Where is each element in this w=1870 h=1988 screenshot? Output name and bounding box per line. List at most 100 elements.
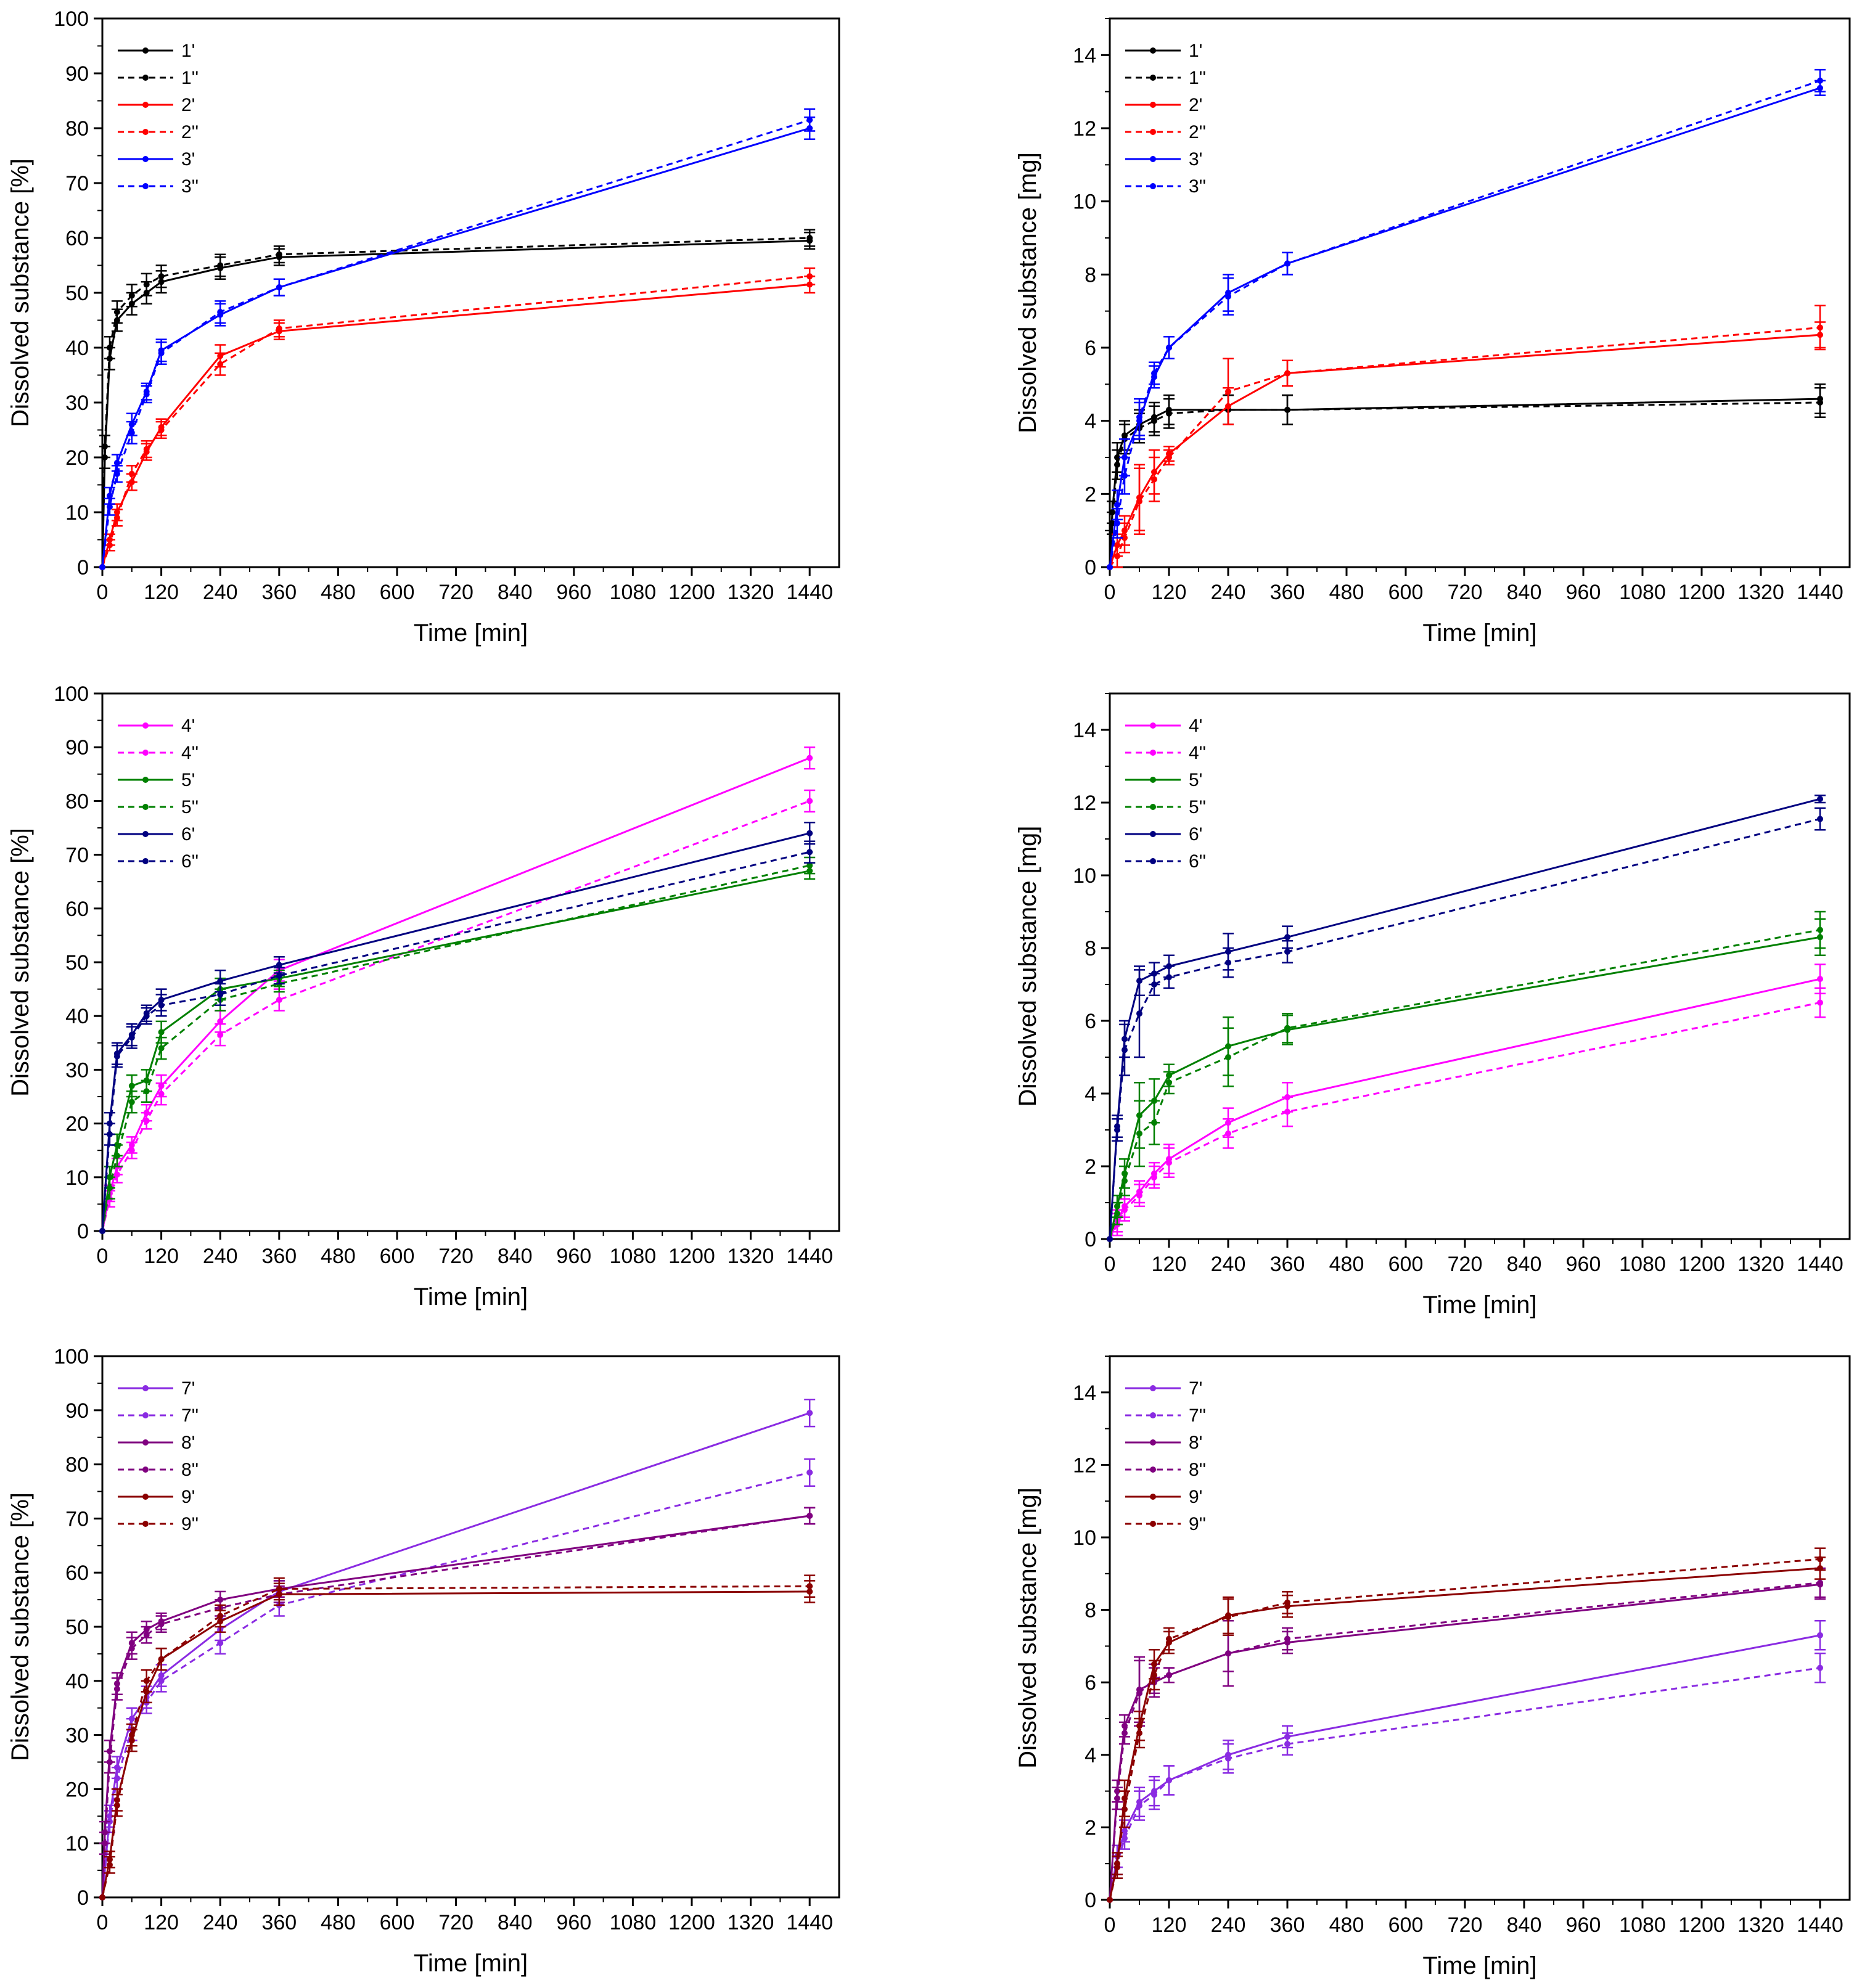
data-point — [128, 1147, 135, 1154]
series-1 — [99, 231, 816, 570]
legend-label: 1' — [1189, 41, 1202, 61]
data-point — [217, 1018, 224, 1025]
legend: 4' 4'' 5' 5'' 6' 6'' — [118, 716, 199, 872]
data-point — [106, 1185, 113, 1192]
x-axis-title: Time [min] — [1422, 1952, 1536, 1979]
data-point — [1166, 1777, 1172, 1783]
y-tick-label: 90 — [65, 736, 89, 759]
x-tick-label: 1320 — [728, 1911, 774, 1934]
y-tick-label: 2 — [1085, 1816, 1096, 1839]
data-point — [158, 1029, 165, 1036]
data-point — [1136, 1130, 1142, 1137]
y-tick-label: 8 — [1085, 937, 1096, 960]
legend-marker — [142, 722, 149, 729]
data-point — [1284, 1635, 1290, 1642]
series-1 — [99, 746, 816, 1234]
y-tick-label: 70 — [65, 172, 89, 195]
data-point — [1225, 1755, 1231, 1762]
y-tick-label: 6 — [1085, 1671, 1096, 1695]
y-tick-label: 20 — [65, 1778, 89, 1801]
data-point — [217, 262, 224, 269]
data-point — [1122, 1206, 1128, 1213]
data-point — [1166, 454, 1172, 460]
series-1 — [1107, 1619, 1826, 1903]
legend-label: 9' — [181, 1487, 195, 1507]
data-point — [1166, 1672, 1172, 1679]
data-point — [1114, 553, 1120, 560]
y-tick-label: 40 — [65, 1670, 89, 1693]
data-point — [217, 1613, 224, 1619]
legend-marker — [142, 75, 149, 81]
y-tick-label: 2 — [1085, 1155, 1096, 1179]
data-point — [1817, 1632, 1823, 1638]
x-tick-label: 480 — [321, 1245, 356, 1268]
x-tick-label: 1080 — [610, 1911, 657, 1934]
data-point — [128, 1098, 135, 1105]
series-3 — [99, 1507, 816, 1900]
data-point — [128, 470, 135, 477]
data-point — [158, 1621, 165, 1627]
x-tick-label: 840 — [498, 1911, 533, 1934]
y-tick-label: 10 — [1073, 864, 1096, 888]
data-point — [1166, 410, 1172, 417]
x-tick-label: 600 — [380, 1911, 415, 1934]
x-tick-label: 0 — [97, 581, 109, 604]
series-5 — [1107, 80, 1826, 570]
legend-marker — [1150, 75, 1156, 81]
legend-label: 7'' — [1189, 1405, 1206, 1426]
data-point — [1817, 1556, 1823, 1563]
data-point — [158, 350, 165, 356]
series-line — [1109, 929, 1821, 1240]
legend-label: 6'' — [1189, 851, 1206, 872]
legend-label: 8' — [181, 1433, 195, 1453]
y-tick-label: 10 — [65, 1832, 89, 1855]
legend-label: 9'' — [181, 1514, 199, 1534]
data-point — [1114, 1864, 1120, 1871]
series-2 — [1107, 987, 1826, 1242]
legend-label: 1' — [181, 41, 195, 61]
legend: 7' 7'' 8' 8'' 9' 9'' — [118, 1378, 199, 1534]
data-point — [106, 493, 113, 499]
y-tick-label: 40 — [65, 337, 89, 360]
y-tick-label: 20 — [65, 446, 89, 470]
legend-label: 8'' — [1189, 1460, 1206, 1480]
chart-panel-middle-right: 0 120 240 360 480 600 720 840 960 1080 1200 1320 144… — [1014, 692, 1851, 1319]
series-line — [1109, 1567, 1821, 1900]
x-tick-label: 960 — [556, 1245, 591, 1268]
data-point — [143, 446, 150, 452]
y-tick-label: 12 — [1073, 1454, 1096, 1477]
legend-marker — [142, 1466, 149, 1473]
data-point — [1136, 1690, 1142, 1696]
data-point — [1225, 1614, 1231, 1621]
y-tick-label: 50 — [65, 282, 89, 305]
series-line — [1109, 936, 1821, 1240]
legend-marker — [1150, 102, 1156, 108]
data-point — [158, 1677, 165, 1684]
x-tick-label: 120 — [1152, 1913, 1187, 1937]
y-tick-label: 6 — [1085, 337, 1096, 360]
series-4 — [99, 856, 816, 1234]
y-tick-label: 30 — [65, 391, 89, 415]
x-tick-label: 240 — [1211, 1253, 1246, 1276]
data-point — [806, 1583, 813, 1590]
data-point — [1122, 472, 1128, 479]
x-axis-title: Time [min] — [414, 1283, 528, 1311]
y-tick-label: 8 — [1085, 1599, 1096, 1622]
legend-marker — [142, 102, 149, 108]
y-tick-label: 4 — [1085, 1082, 1096, 1106]
data-point — [276, 325, 282, 332]
x-tick-label: 120 — [1152, 1253, 1187, 1276]
plot-frame — [101, 692, 840, 1232]
legend-marker — [1150, 1466, 1156, 1473]
data-point — [1109, 520, 1115, 526]
legend-marker — [142, 858, 149, 864]
x-tick-label: 0 — [1104, 1913, 1116, 1937]
x-tick-label: 720 — [438, 581, 474, 604]
data-point — [1166, 1160, 1172, 1166]
y-tick-label: 10 — [1073, 190, 1096, 214]
data-point — [276, 972, 282, 979]
x-tick-label: 1440 — [786, 581, 833, 604]
plot-frame — [1109, 17, 1851, 568]
series-2 — [1107, 387, 1826, 570]
